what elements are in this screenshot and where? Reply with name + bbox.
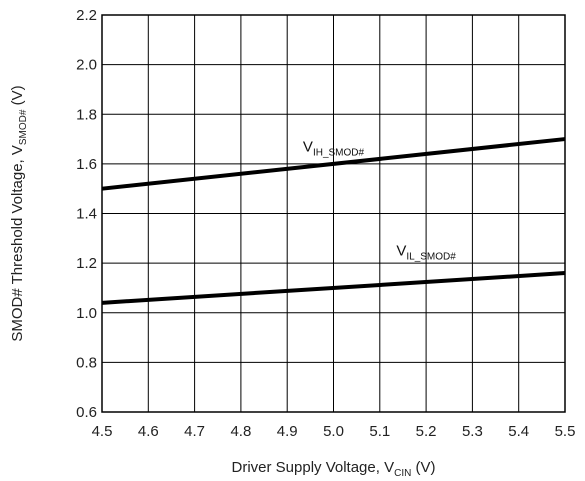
x-axis-title-sub: CIN: [394, 468, 411, 479]
series-label-main: V: [303, 138, 313, 155]
x-tick-label: 4.7: [184, 423, 205, 440]
y-tick-label: 1.2: [76, 255, 97, 272]
y-tick-labels: 0.6 0.8 1.0 1.2 1.4 1.6 1.8 2.0 2.2: [76, 7, 97, 421]
y-axis-title-sub: SMOD#: [18, 109, 29, 145]
x-tick-label: 5.5: [555, 423, 576, 440]
x-tick-label: 5.4: [508, 423, 529, 440]
series-label-sub: IL_SMOD#: [406, 252, 456, 263]
series-label-sub: IH_SMOD#: [313, 147, 365, 158]
x-axis-title-suffix: (V): [411, 459, 435, 476]
x-tick-label: 5.3: [462, 423, 483, 440]
series-label-1: VIH_SMOD#: [303, 138, 365, 158]
y-tick-label: 1.4: [76, 206, 97, 223]
y-tick-label: 0.6: [76, 404, 97, 421]
series-line-1: [101, 137, 566, 191]
x-tick-label: 5.1: [369, 423, 390, 440]
y-tick-label: 2.0: [76, 57, 97, 74]
series-line-2: [101, 271, 566, 305]
x-tick-labels: 4.5 4.6 4.7 4.8 4.9 5.0 5.1 5.2 5.3 5.4 5.5: [92, 423, 576, 440]
series-lines: [101, 137, 566, 305]
x-tick-label: 4.5: [92, 423, 113, 440]
x-axis-title: Driver Supply Voltage, VCIN (V): [232, 459, 436, 479]
series-label-main: V: [396, 243, 406, 260]
x-tick-label: 5.0: [323, 423, 344, 440]
plot-frame: [101, 14, 566, 413]
x-tick-label: 4.9: [277, 423, 298, 440]
y-tick-label: 1.8: [76, 106, 97, 123]
y-tick-label: 1.0: [76, 305, 97, 322]
series-label-2: VIL_SMOD#: [396, 243, 456, 263]
y-axis-title-suffix: (V): [9, 85, 26, 109]
x-axis-title-text: Driver Supply Voltage, V: [232, 459, 395, 476]
grid: [101, 14, 566, 413]
x-tick-label: 4.6: [138, 423, 159, 440]
y-axis-title-text: SMOD# Threshold Voltage, V: [9, 145, 26, 342]
y-tick-label: 1.6: [76, 156, 97, 173]
y-tick-label: 2.2: [76, 7, 97, 24]
y-axis-title: SMOD# Threshold Voltage, VSMOD# (V): [9, 85, 29, 341]
series-labels: VIH_SMOD#VIL_SMOD#: [303, 138, 456, 262]
x-tick-label: 5.2: [416, 423, 437, 440]
y-tick-label: 0.8: [76, 354, 97, 371]
x-tick-label: 4.8: [230, 423, 251, 440]
